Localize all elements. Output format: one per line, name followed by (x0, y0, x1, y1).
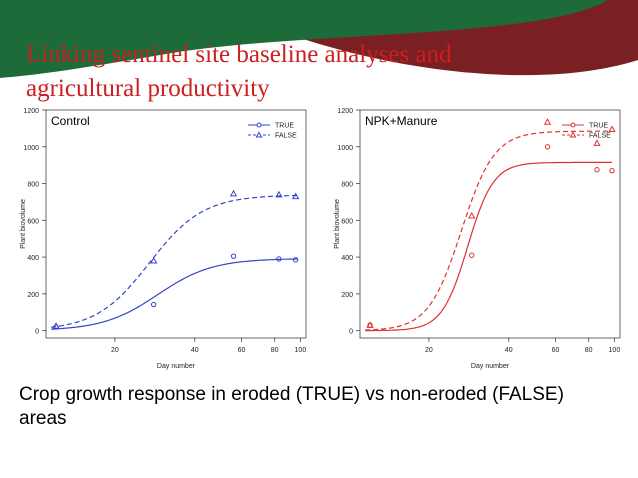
chart-title: Control (51, 114, 90, 128)
data-point-true (150, 301, 157, 308)
caption-line-1: Crop growth response in eroded (TRUE) vs… (19, 384, 564, 405)
x-tick-label: 80 (585, 347, 593, 354)
x-tick-label: 100 (295, 347, 307, 354)
y-tick-label: 200 (27, 292, 39, 299)
fit-curve-false (51, 194, 298, 328)
x-tick-label: 60 (552, 347, 560, 354)
data-point-false (608, 125, 616, 133)
x-tick-label: 20 (425, 347, 433, 354)
slide-title-line-2: agricultural productivity (26, 75, 270, 102)
data-point-false (275, 190, 283, 198)
y-tick-label: 200 (341, 292, 353, 299)
slide-title: Linking sentinel site baseline analyses … (26, 38, 626, 106)
legend-label-true: TRUE (275, 123, 294, 130)
legend-marker (569, 131, 577, 138)
data-point-true (469, 252, 475, 258)
data-point-true (594, 167, 600, 173)
x-axis-label: Day number (471, 363, 510, 370)
y-tick-label: 600 (27, 218, 39, 225)
x-tick-label: 80 (271, 347, 279, 354)
data-point-false (543, 118, 552, 125)
y-tick-label: 1000 (23, 145, 39, 152)
chart-title: NPK+Manure (365, 114, 438, 128)
x-tick-label: 40 (505, 347, 513, 354)
data-point-true (544, 144, 551, 150)
legend-marker (256, 122, 262, 128)
banner-green-swoosh (0, 0, 608, 78)
y-tick-label: 1200 (23, 108, 39, 115)
y-tick-label: 400 (27, 255, 39, 262)
chart-npk-manure: 0 200 400 600 800 1000 1200 20 40 60 80 100 Day numb… (334, 108, 621, 370)
data-point-true (276, 256, 282, 262)
chart-panel-npk-manure: 0 200 400 600 800 1000 1200 20 40 60 80 100 Day numb… (330, 106, 628, 382)
y-axis-label: Plant biovolume (334, 199, 341, 249)
y-tick-label: 1200 (337, 108, 353, 115)
plot-frame (45, 109, 307, 339)
caption-line-2: areas (19, 408, 67, 429)
y-tick-label: 400 (341, 255, 353, 262)
x-tick-label: 40 (191, 347, 199, 354)
fit-curve-true (51, 258, 298, 330)
data-point-false (52, 322, 60, 329)
data-point-false (229, 189, 238, 197)
x-tick-label: 60 (238, 347, 246, 354)
legend-label-true: TRUE (589, 123, 608, 130)
legend-label-false: FALSE (275, 133, 297, 140)
y-tick-label: 1000 (337, 145, 353, 152)
y-tick-label: 600 (341, 218, 353, 225)
x-axis-label: Day number (157, 363, 196, 370)
x-tick-label: 100 (609, 347, 621, 354)
data-point-true (230, 253, 237, 259)
chart-panel-control: 0 200 400 600 800 1000 1200 20 40 60 80 100 Day numb… (16, 106, 316, 382)
fit-curve-true (365, 161, 612, 332)
legend-marker (255, 131, 263, 138)
legend-label-false: FALSE (589, 133, 611, 140)
plot-frame (359, 109, 621, 339)
chart-control: 0 200 400 600 800 1000 1200 20 40 60 80 100 Day numb… (20, 108, 307, 370)
data-point-true (609, 167, 615, 174)
data-point-false (366, 321, 374, 328)
data-point-false (292, 192, 300, 200)
data-point-true (292, 257, 299, 263)
y-tick-label: 800 (27, 182, 39, 189)
data-point-false (593, 139, 601, 146)
y-tick-label: 0 (349, 329, 353, 336)
data-point-false (468, 211, 476, 219)
y-tick-label: 800 (341, 182, 353, 189)
slide-caption: Crop growth response in eroded (TRUE) vs… (19, 383, 634, 431)
x-tick-label: 20 (111, 347, 119, 354)
fit-curve-false (365, 130, 612, 331)
legend-marker (570, 122, 576, 128)
data-point-false (150, 256, 158, 264)
y-axis-label: Plant biovolume (20, 199, 27, 249)
y-tick-label: 0 (35, 329, 39, 336)
slide-title-line-1: Linking sentinel site baseline analyses … (26, 41, 452, 68)
header-banner (0, 0, 638, 78)
